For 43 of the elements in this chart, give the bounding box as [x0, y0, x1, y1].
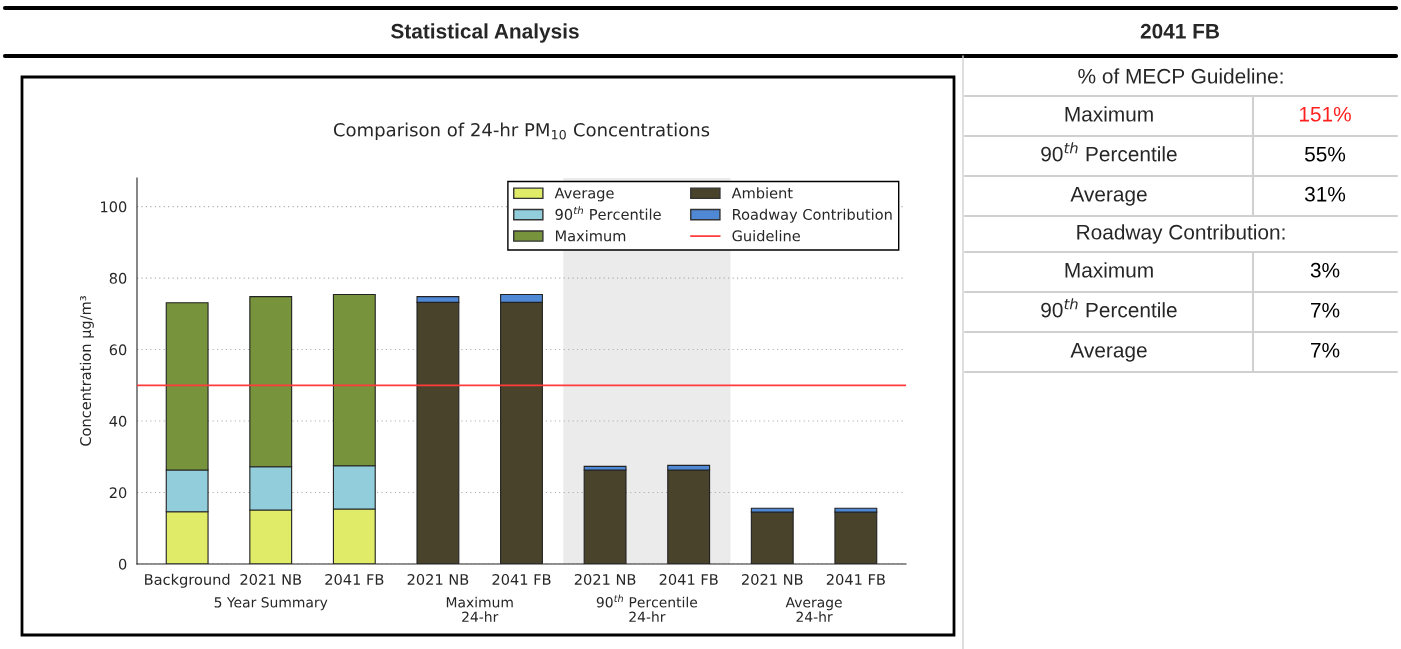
legend-label: Maximum	[555, 230, 626, 242]
x-tick-label: 2021 NB	[574, 573, 636, 586]
category-label: Maximum	[1065, 262, 1153, 278]
category-label: Average	[1070, 187, 1147, 206]
x-tick-label: Background	[145, 573, 230, 588]
text: 5 Year Summary	[214, 597, 328, 611]
text: 151%	[1299, 106, 1351, 122]
legend-label: 90$^{th}$ Percentile	[555, 206, 661, 220]
text: Maximum 24-hr	[446, 596, 513, 622]
chart-subtitle: Comparison of 24-hr PM$_{10}$ Concentrations	[333, 122, 710, 141]
text: Average 24-hr	[785, 597, 842, 622]
category-label: Average	[1070, 343, 1147, 362]
x-tick-label: 2041 FB	[325, 573, 384, 586]
chart-title: Statistical Analysis	[391, 23, 579, 43]
x-tick-label: 2021 NB	[407, 573, 469, 586]
text: Roadway Contribution:	[1077, 224, 1285, 244]
category-label: Maximum	[1065, 106, 1153, 122]
x-tick-label: 2021 NB	[240, 573, 302, 586]
legend-label: Ambient	[731, 187, 793, 199]
text: 7%	[1311, 302, 1340, 318]
text: 90$^{th}$ Percentile 24-hr	[596, 594, 698, 622]
y-tick-label: 20	[109, 487, 127, 499]
x-tick-label: 2041 FB	[659, 573, 718, 586]
text: 7%	[1311, 342, 1340, 358]
x-tick-label: 2021 NB	[742, 573, 803, 586]
y-tick-label: 0	[118, 558, 127, 570]
y-tick-label: 40	[109, 415, 127, 427]
text: 55%	[1304, 146, 1346, 162]
category-label: 90$^{th}$ Percentile	[1041, 142, 1177, 162]
text: % of MECP Guideline:	[1078, 68, 1283, 84]
y-tick-label: 80	[109, 272, 127, 284]
text: 31%	[1304, 186, 1346, 202]
y-tick-label: 100	[101, 201, 127, 213]
text: 3%	[1310, 262, 1340, 278]
legend-label: Roadway Contribution	[733, 208, 892, 223]
legend-label: Guideline	[732, 230, 800, 242]
text: 2041 FB	[1140, 23, 1220, 39]
x-tick-label: 2041 FB	[826, 573, 885, 586]
y-axis-title: Concentration µg/m³	[79, 296, 94, 446]
y-tick-label: 60	[109, 344, 127, 356]
x-tick-label: 2041 FB	[492, 573, 551, 586]
category-label: 90$^{th}$ Percentile	[1041, 298, 1177, 318]
legend-label: Average	[554, 187, 614, 202]
